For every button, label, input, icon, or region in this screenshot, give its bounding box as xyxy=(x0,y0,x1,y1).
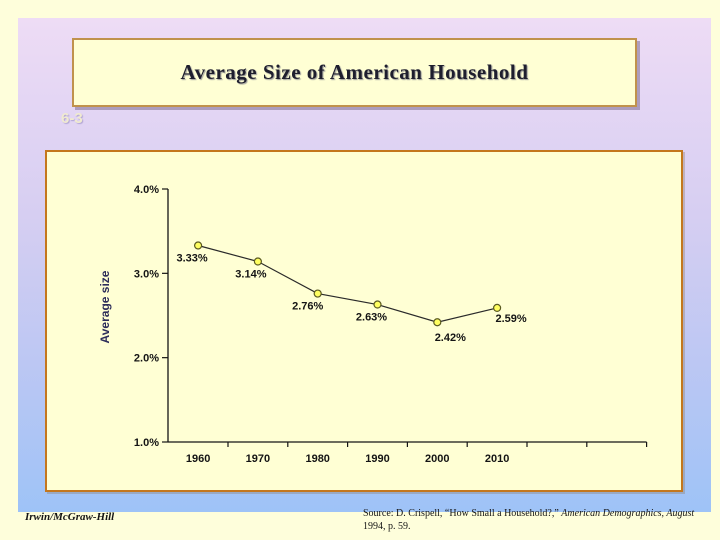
data-point-label: 3.14% xyxy=(235,269,266,281)
source-citation-journal: American Demographics, August xyxy=(561,508,695,519)
y-axis-title: Average size xyxy=(98,270,112,343)
data-line xyxy=(197,244,498,323)
data-point-marker xyxy=(313,289,322,298)
chart-canvas: 4.0% 3.0% 2.0% 1.0% 1960 1970 1980 1990 2000 2010… xyxy=(98,184,648,465)
data-point-marker xyxy=(194,241,203,250)
data-point-marker xyxy=(253,257,262,266)
slide-title-box: Average Size of American Household xyxy=(72,38,637,107)
source-citation: Source: D. Crispell, “How Small a Househ… xyxy=(363,507,715,533)
household-size-line-chart: 4.0% 3.0% 2.0% 1.0% 1960 1970 1980 1990 2000 2010… xyxy=(45,150,683,492)
slide-number-badge: 6-3 xyxy=(61,110,83,127)
data-point-label: 2.42% xyxy=(435,332,466,344)
data-point-label: 2.63% xyxy=(356,312,387,324)
x-tick-label: 1990 xyxy=(365,453,389,465)
y-tick-label: 4.0% xyxy=(134,184,159,196)
data-point-marker xyxy=(373,300,382,309)
data-point-label: 3.33% xyxy=(176,253,207,265)
data-point-label: 2.76% xyxy=(292,301,323,313)
y-tick-label: 1.0% xyxy=(134,437,159,449)
source-citation-prefix: Source: D. Crispell, “How Small a Househ… xyxy=(363,508,562,519)
publisher-credit: Irwin/McGraw-Hill xyxy=(25,511,115,523)
x-tick-label: 2010 xyxy=(485,453,509,465)
x-tick-label: 1960 xyxy=(186,453,210,465)
source-citation-suffix: 1994, p. 59. xyxy=(363,521,411,532)
x-tick-label: 1980 xyxy=(305,453,329,465)
x-tick-label: 1970 xyxy=(246,453,270,465)
slide-title: Average Size of American Household xyxy=(180,60,529,84)
x-tick-label: 2000 xyxy=(425,453,449,465)
data-point-marker xyxy=(493,303,502,313)
y-tick-label: 2.0% xyxy=(134,353,159,365)
data-point-label: 2.59% xyxy=(495,313,526,325)
data-point-marker xyxy=(433,318,442,327)
y-tick-label: 3.0% xyxy=(134,268,159,280)
